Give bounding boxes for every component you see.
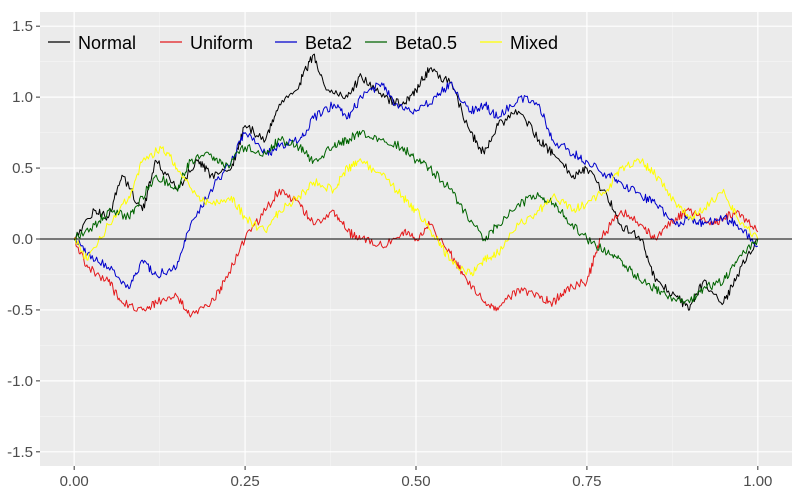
y-tick-label: 0.0 — [12, 231, 33, 248]
y-tick-label: -0.5 — [7, 302, 33, 319]
x-tick-label: 0.50 — [401, 473, 430, 490]
series-line-beta2 — [73, 81, 758, 290]
x-tick-label: 0.75 — [572, 473, 601, 490]
series-line-normal — [74, 53, 758, 311]
y-tick-label: 1.5 — [12, 18, 33, 35]
legend-label-uniform: Uniform — [190, 33, 253, 53]
x-tick-label: 0.00 — [60, 473, 89, 490]
series-line-beta0-5 — [73, 129, 759, 304]
legend-label-beta2: Beta2 — [305, 33, 352, 53]
legend-label-beta0-5: Beta0.5 — [395, 33, 457, 53]
series-line-mixed — [73, 145, 759, 277]
y-tick-label: -1.5 — [7, 444, 33, 461]
y-tick-label: 0.5 — [12, 160, 33, 177]
x-axis: 0.00 0.25 0.50 0.75 1.00 — [60, 466, 772, 490]
x-tick-label: 1.00 — [743, 473, 772, 490]
legend-label-normal: Normal — [78, 33, 136, 53]
x-tick-label: 0.25 — [230, 473, 259, 490]
y-tick-label: 1.0 — [12, 89, 33, 106]
legend-label-mixed: Mixed — [510, 33, 558, 53]
legend: Normal Uniform Beta2 Beta0.5 Mixed — [48, 33, 558, 53]
y-axis: -1.5 -1.0 -0.5 0.0 0.5 1.0 1.5 — [7, 18, 40, 461]
y-tick-label: -1.0 — [7, 373, 33, 390]
